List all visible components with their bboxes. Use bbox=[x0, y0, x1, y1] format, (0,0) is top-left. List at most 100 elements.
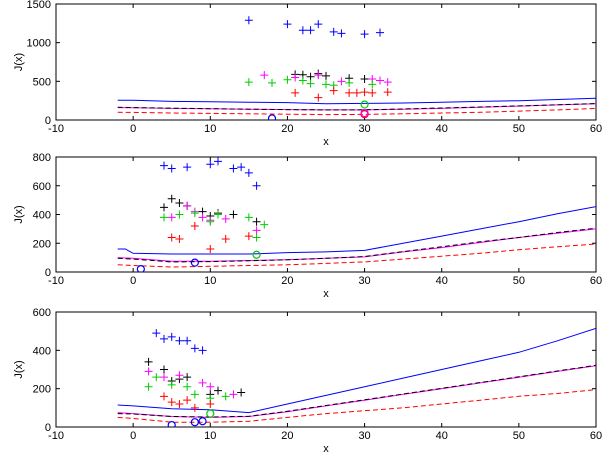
scatter-point bbox=[229, 390, 238, 399]
scatter-point bbox=[322, 80, 330, 89]
scatter-point bbox=[175, 336, 184, 345]
scatter-point bbox=[206, 160, 215, 169]
scatter-point bbox=[175, 210, 184, 219]
scatter-point bbox=[214, 157, 222, 166]
scatter-point bbox=[167, 164, 176, 173]
scatter-point bbox=[160, 373, 168, 382]
scatter-point bbox=[198, 213, 207, 222]
scatter-point bbox=[252, 181, 261, 190]
scatter-point bbox=[198, 378, 207, 387]
scatter-point bbox=[291, 73, 300, 82]
scatter-point bbox=[252, 233, 261, 242]
x-tick-label: 0 bbox=[130, 123, 136, 135]
scatter-point bbox=[190, 209, 199, 218]
y-tick-label: 800 bbox=[33, 152, 51, 164]
series-line-3 bbox=[117, 227, 596, 263]
scatter-point bbox=[237, 388, 246, 397]
x-tick-label: 50 bbox=[513, 275, 525, 287]
series-line-1 bbox=[117, 97, 596, 105]
x-tick-label: 30 bbox=[358, 430, 370, 442]
scatter-point bbox=[214, 386, 222, 395]
x-tick-label: 20 bbox=[281, 275, 293, 287]
x-tick-label: 30 bbox=[358, 275, 370, 287]
scatter-point bbox=[260, 220, 269, 229]
x-tick-label: 50 bbox=[513, 430, 525, 442]
scatter-point bbox=[345, 88, 354, 97]
plot-area bbox=[117, 157, 596, 272]
plot-area bbox=[117, 327, 596, 427]
scatter-point bbox=[283, 20, 292, 29]
scatter-point bbox=[244, 78, 253, 87]
scatter-point bbox=[221, 214, 230, 223]
minimum-marker bbox=[252, 250, 261, 259]
scatter-point bbox=[260, 71, 269, 80]
scatter-point bbox=[167, 380, 176, 389]
x-tick-label: 0 bbox=[130, 275, 136, 287]
scatter-point bbox=[337, 29, 346, 38]
scatter-point bbox=[144, 367, 153, 376]
scatter-point bbox=[368, 88, 377, 97]
x-tick-label: 40 bbox=[436, 275, 448, 287]
scatter-point bbox=[314, 20, 323, 29]
y-tick-label: 400 bbox=[33, 210, 51, 222]
series-line-3 bbox=[117, 364, 596, 418]
scatter-point bbox=[152, 373, 161, 382]
scatter-point bbox=[175, 400, 184, 408]
scatter-point bbox=[144, 357, 153, 366]
x-tick-label: -10 bbox=[48, 123, 64, 135]
scatter-point bbox=[160, 365, 168, 374]
x-axis-label: x bbox=[323, 443, 329, 455]
scatter-point bbox=[183, 382, 192, 391]
series-line-1 bbox=[117, 206, 596, 255]
minimum-marker bbox=[190, 258, 199, 267]
scatter-point bbox=[152, 329, 161, 338]
scatter-point bbox=[306, 72, 315, 81]
scatter-point bbox=[368, 80, 377, 89]
y-tick-label: 200 bbox=[33, 238, 51, 250]
scatter-point bbox=[244, 213, 253, 222]
scatter-point bbox=[252, 217, 261, 226]
x-tick-label: 40 bbox=[436, 123, 448, 135]
scatter-point bbox=[183, 396, 192, 405]
x-tick-label: 60 bbox=[590, 430, 602, 442]
scatter-point bbox=[206, 217, 215, 226]
scatter-point bbox=[175, 234, 184, 243]
scatter-point bbox=[183, 201, 192, 210]
series-line-2 bbox=[117, 103, 596, 111]
x-tick-label: 50 bbox=[513, 123, 525, 135]
scatter-point bbox=[329, 86, 338, 95]
scatter-point bbox=[206, 245, 215, 253]
scatter-point bbox=[221, 392, 230, 401]
y-tick-label: 500 bbox=[33, 76, 51, 88]
series-line-2 bbox=[117, 228, 596, 262]
axes-frame bbox=[55, 3, 597, 121]
y-tick-label: 0 bbox=[45, 115, 51, 127]
x-tick-label: 10 bbox=[204, 430, 216, 442]
scatter-point bbox=[206, 382, 215, 391]
scatter-point bbox=[283, 75, 292, 84]
scatter-point bbox=[160, 161, 168, 170]
scatter-point bbox=[352, 88, 361, 97]
x-tick-label: 20 bbox=[281, 430, 293, 442]
axes-frame bbox=[55, 311, 597, 428]
x-tick-label: -10 bbox=[48, 430, 64, 442]
minimum-marker bbox=[360, 100, 369, 109]
scatter-point bbox=[360, 30, 369, 39]
scatter-point bbox=[329, 27, 338, 36]
scatter-point bbox=[144, 382, 153, 391]
scatter-point bbox=[206, 400, 215, 408]
minimum-marker bbox=[190, 418, 199, 427]
minimum-marker bbox=[136, 265, 145, 272]
scatter-point bbox=[244, 232, 253, 241]
minimum-marker bbox=[167, 420, 176, 427]
scatter-point bbox=[376, 76, 384, 85]
y-tick-label: 0 bbox=[45, 422, 51, 434]
series-line-4 bbox=[117, 107, 596, 116]
scatter-point bbox=[337, 77, 346, 86]
scatter-point bbox=[167, 233, 176, 242]
x-tick-label: 10 bbox=[204, 275, 216, 287]
scatter-point bbox=[244, 168, 253, 177]
plot-area bbox=[117, 16, 596, 120]
